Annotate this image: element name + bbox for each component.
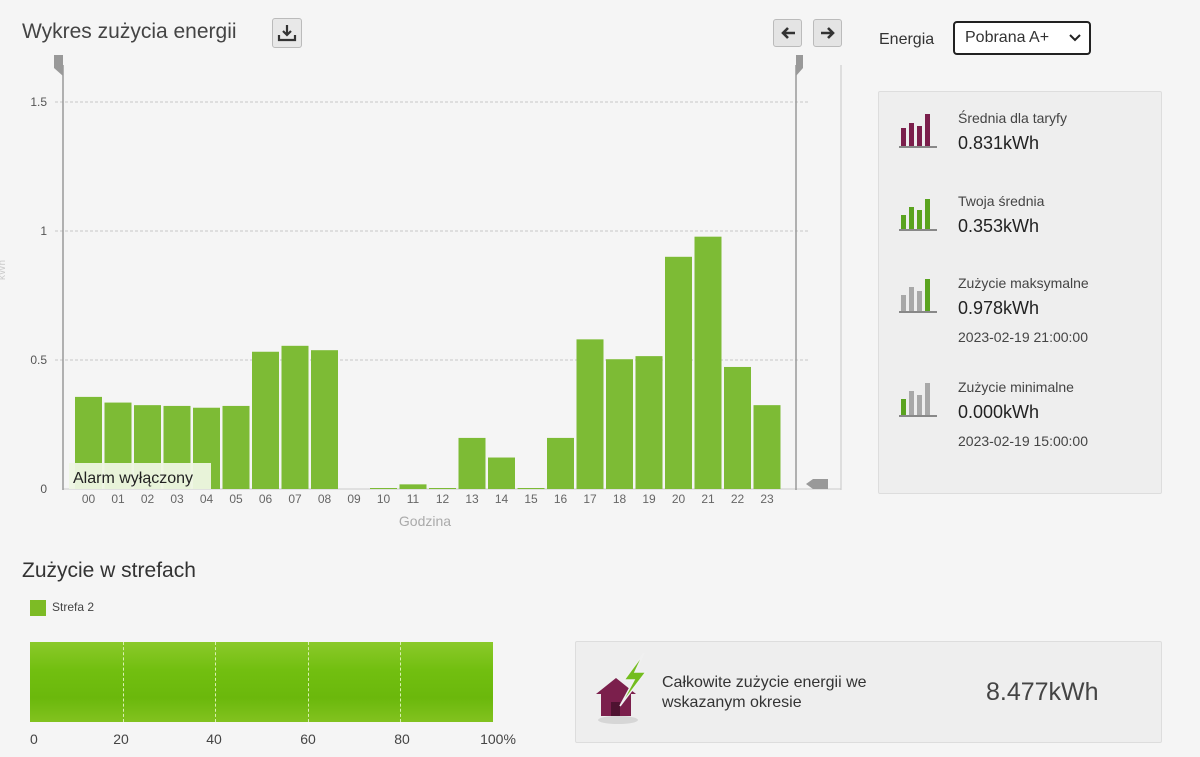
x-tick-label: 03 — [170, 492, 184, 506]
bar-hour-07[interactable] — [281, 345, 309, 489]
y-tick-label: 1.5 — [30, 95, 47, 109]
x-tick-label: 14 — [495, 492, 509, 506]
bar-hour-05[interactable] — [222, 405, 250, 489]
energy-select-label: Energia — [879, 31, 935, 48]
energy-usage-chart: 0 0.5 1 1.5 00 01 02 03 04 05 06 07 08 09 10 11 12 13 14 1… — [0, 55, 842, 529]
bar-hour-14[interactable] — [488, 457, 515, 489]
page-title: Wykres zużycia energii — [22, 20, 237, 43]
zone-legend-label[interactable]: Strefa 2 — [52, 600, 95, 614]
stats-panel: Średnia dla taryfy 0.831kWh Twoja średni… — [878, 91, 1162, 494]
bar-hour-23[interactable] — [753, 405, 781, 489]
arrow-left-icon — [780, 27, 795, 39]
zone-grid-line — [400, 642, 402, 722]
x-tick-label: 08 — [318, 492, 332, 506]
energy-select[interactable]: Pobrana A+ — [953, 21, 1091, 55]
zone-share-bar — [30, 642, 493, 722]
y-tick-label: 1 — [40, 224, 47, 238]
x-tick-label: 16 — [554, 492, 568, 506]
zone-tick: 60 — [300, 731, 316, 747]
zone-tick: 40 — [206, 731, 222, 747]
x-tick-label: 18 — [613, 492, 627, 506]
stat-value: 0.831kWh — [958, 133, 1040, 153]
stat-label: Zużycie minimalne — [958, 379, 1074, 395]
stat-value: 0.978kWh — [958, 298, 1040, 318]
x-tick-label: 21 — [701, 492, 715, 506]
zone-grid-line — [307, 642, 309, 722]
x-axis-title: Godzina — [399, 513, 451, 529]
y-tick-label: 0.5 — [30, 353, 47, 367]
x-tick-label: 17 — [583, 492, 597, 506]
stat-label: Średnia dla taryfy — [958, 110, 1067, 126]
x-tick-label: 09 — [347, 492, 361, 506]
stat-date: 2023-02-19 21:00:00 — [958, 329, 1088, 345]
x-tick-label: 23 — [760, 492, 774, 506]
bar-hour-13[interactable] — [458, 437, 486, 489]
x-tick-label: 13 — [465, 492, 479, 506]
alarm-label: Alarm wyłączony — [73, 470, 193, 487]
zone-legend-swatch[interactable] — [30, 600, 46, 616]
x-tick-label: 20 — [672, 492, 686, 506]
download-icon — [277, 25, 297, 42]
house-lightning-icon — [596, 652, 648, 724]
zone-tick: 100% — [480, 731, 516, 747]
x-tick-label: 15 — [524, 492, 538, 506]
x-tick-label: 00 — [82, 492, 96, 506]
stat-label: Zużycie maksymalne — [958, 275, 1089, 291]
bar-hour-06[interactable] — [252, 351, 279, 489]
x-tick-label: 10 — [377, 492, 391, 506]
stat-label: Twoja średnia — [958, 193, 1045, 209]
bar-hour-18[interactable] — [606, 359, 633, 489]
bar-hour-12[interactable] — [429, 488, 456, 489]
zone-tick: 0 — [30, 731, 38, 747]
stat-date: 2023-02-19 15:00:00 — [958, 433, 1088, 449]
bar-hour-21[interactable] — [694, 236, 722, 489]
zone-grid-line — [122, 642, 124, 722]
tariff-average-bars-icon — [899, 114, 937, 148]
arrow-right-icon — [820, 27, 835, 39]
x-tick-label: 07 — [288, 492, 302, 506]
min-usage-bars-icon — [899, 383, 937, 417]
x-tick-label: 06 — [259, 492, 273, 506]
download-button[interactable] — [272, 18, 302, 48]
x-tick-label: 11 — [407, 492, 420, 506]
your-average-bars-icon — [899, 199, 937, 231]
energy-select-value: Pobrana A+ — [965, 29, 1050, 46]
total-usage-value: 8.477kWh — [986, 678, 1099, 706]
x-tick-label: 12 — [436, 492, 450, 506]
x-tick-label: 01 — [111, 492, 125, 506]
alarm-threshold-handle[interactable] — [806, 479, 828, 489]
bar-hour-15[interactable] — [517, 488, 545, 489]
x-tick-label: 04 — [200, 492, 214, 506]
zone-tick: 80 — [394, 731, 410, 747]
total-usage-box: Całkowite zużycie energii we wskazanym o… — [575, 641, 1162, 743]
bar-hour-17[interactable] — [576, 339, 604, 489]
zones-title: Zużycie w strefach — [22, 559, 196, 582]
bar-hour-10[interactable] — [370, 488, 397, 489]
bar-hour-08[interactable] — [311, 350, 338, 489]
bar-hour-22[interactable] — [724, 366, 751, 489]
next-period-button[interactable] — [813, 19, 842, 47]
stat-value: 0.000kWh — [958, 402, 1040, 422]
total-usage-label: Całkowite zużycie energii we wskazanym o… — [662, 674, 867, 711]
x-tick-label: 05 — [229, 492, 243, 506]
bar-hour-19[interactable] — [635, 356, 663, 489]
range-end-handle[interactable] — [796, 55, 803, 76]
range-start-handle[interactable] — [54, 55, 63, 76]
bar-hour-11[interactable] — [399, 484, 427, 489]
alarm-label-background — [69, 463, 211, 489]
y-axis-title: kWh — [0, 260, 8, 280]
zone-grid-line — [215, 642, 217, 722]
y-tick-label: 0 — [40, 482, 47, 496]
x-tick-label: 22 — [731, 492, 745, 506]
x-tick-label: 19 — [642, 492, 656, 506]
bar-hour-16[interactable] — [547, 437, 574, 489]
x-tick-label: 02 — [141, 492, 155, 506]
chevron-down-icon — [1069, 34, 1081, 42]
previous-period-button[interactable] — [773, 19, 802, 47]
stat-value: 0.353kWh — [958, 216, 1040, 236]
zone-tick: 20 — [113, 731, 129, 747]
max-usage-bars-icon — [899, 279, 937, 313]
bar-hour-20[interactable] — [665, 256, 692, 489]
